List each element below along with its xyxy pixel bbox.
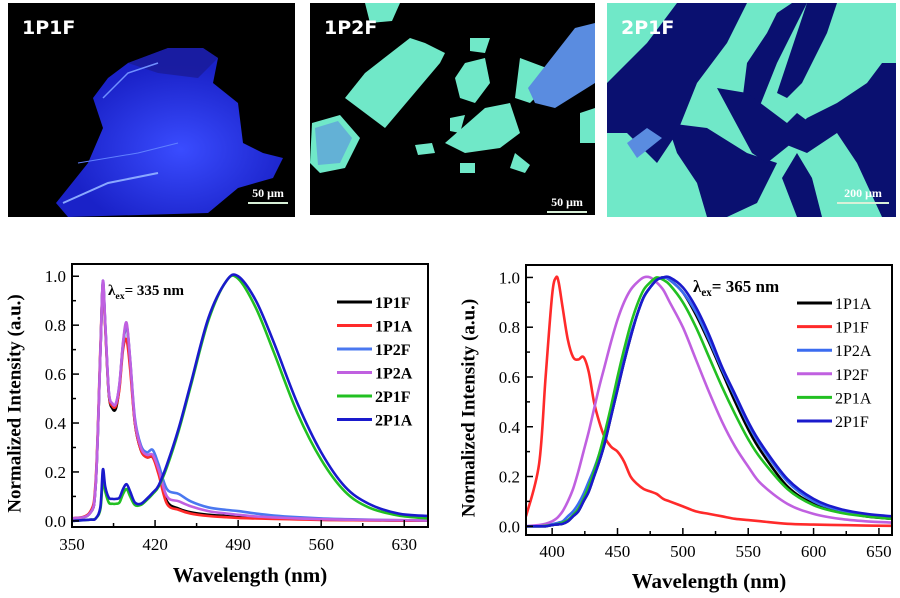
series-line-1p1f: [526, 275, 892, 528]
legend-label: 1P1F: [835, 320, 869, 337]
legend: 1P1F 1P1A 1P2F 1P2A 2P1F 2P1A: [337, 295, 413, 430]
y-axis-label: Normalized Intensity (a.u.): [4, 294, 25, 512]
x-tick-label: 500: [670, 542, 696, 561]
legend-label: 1P1F: [375, 295, 411, 312]
excitation-annotation: λex= 335 nm: [108, 283, 184, 302]
x-tick-label: 420: [142, 535, 168, 554]
series-line-2p1f: [526, 275, 892, 528]
y-tick-label: 0.4: [499, 418, 521, 437]
x-tick-label: 450: [605, 542, 631, 561]
scale-bar: 50 μm: [547, 195, 587, 213]
legend-label: 2P1F: [835, 414, 869, 431]
crystal-image-1p1f: [56, 48, 283, 217]
series-line-2p1a: [72, 273, 428, 523]
legend: 1P1A 1P1F 1P2A 1P2F 2P1A 2P1F: [797, 296, 872, 431]
y-tick-label: 0.2: [45, 463, 66, 482]
legend-label: 1P2F: [835, 367, 869, 384]
y-tick-label: 1.0: [45, 267, 66, 286]
micrograph-1p2f: 1P2F 50 μm: [310, 3, 595, 215]
series-line-1p2a: [72, 279, 428, 522]
x-axis-label: Wavelength (nm): [173, 563, 328, 587]
y-tick-label: 0.4: [45, 414, 67, 433]
series-group: [526, 275, 892, 528]
y-tick-label: 0.6: [45, 365, 66, 384]
legend-label: 1P2F: [375, 342, 411, 359]
scale-bar-label: 200 μm: [844, 186, 882, 200]
x-tick-label: 350: [59, 535, 85, 554]
scale-bar-label: 50 μm: [551, 195, 583, 209]
y-tick-label: 0.8: [499, 318, 520, 337]
micrograph-2p1f: 2P1F 200 μm: [607, 3, 896, 217]
micrograph-1p1f: 1P1F 50 μm: [8, 3, 295, 217]
y-axis-label: Normalized Intensity (a.u.): [458, 299, 479, 517]
crystal-image-1p2f: [310, 3, 595, 173]
x-tick-label: 550: [735, 542, 761, 561]
legend-label: 2P1A: [375, 413, 413, 430]
x-tick-label: 490: [225, 535, 251, 554]
micrograph-label: 1P1F: [22, 17, 76, 39]
plot-frame: [71, 263, 429, 528]
x-tick-label: 600: [801, 542, 827, 561]
y-tick-label: 0.2: [499, 468, 520, 487]
annotation-symbol: λ: [693, 277, 702, 296]
crystal-image-2p1f: [607, 3, 896, 217]
micrograph-label: 2P1F: [621, 17, 675, 39]
x-axis-label: Wavelength (nm): [632, 569, 787, 593]
series-line-1p2f: [526, 275, 892, 528]
annotation-symbol: λ: [108, 283, 116, 299]
x-tick-label: 560: [308, 535, 334, 554]
plot-frame: [525, 264, 893, 536]
legend-label: 1P1A: [835, 296, 872, 313]
chart-2: 400 450 500 550 600 650 0.0 0.2 0.4 0.6 0.8 1.0 Wave…: [458, 264, 893, 593]
annotation-subscript: ex: [115, 291, 124, 302]
y-tick-label: 0.6: [499, 368, 520, 387]
micrograph-label: 1P2F: [324, 17, 378, 39]
scale-bar: 50 μm: [248, 186, 288, 204]
x-tick-label: 400: [539, 542, 565, 561]
y-tick-label: 0.8: [45, 316, 66, 335]
annotation-subscript: ex: [701, 287, 712, 299]
legend-label: 2P1A: [835, 390, 872, 407]
x-tick-label: 630: [392, 535, 418, 554]
series-group: [72, 273, 428, 523]
annotation-text: = 365 nm: [712, 277, 779, 296]
scale-bar: 200 μm: [837, 186, 889, 204]
legend-label: 2P1F: [375, 389, 411, 406]
x-tick-label: 650: [866, 542, 892, 561]
y-tick-label: 1.0: [499, 268, 520, 287]
y-tick-label: 0.0: [499, 517, 520, 536]
legend-label: 1P2A: [375, 366, 413, 383]
annotation-text: = 335 nm: [125, 283, 185, 299]
y-tick-label: 0.0: [45, 512, 66, 531]
legend-label: 1P2A: [835, 343, 872, 360]
excitation-annotation: λex= 365 nm: [693, 277, 779, 299]
scale-bar-label: 50 μm: [252, 186, 284, 200]
legend-label: 1P1A: [375, 319, 413, 336]
chart-1: 350 420 490 560 630 0.0 0.2 0.4 0.6 0.8 1.0 Wavelen…: [4, 263, 429, 587]
